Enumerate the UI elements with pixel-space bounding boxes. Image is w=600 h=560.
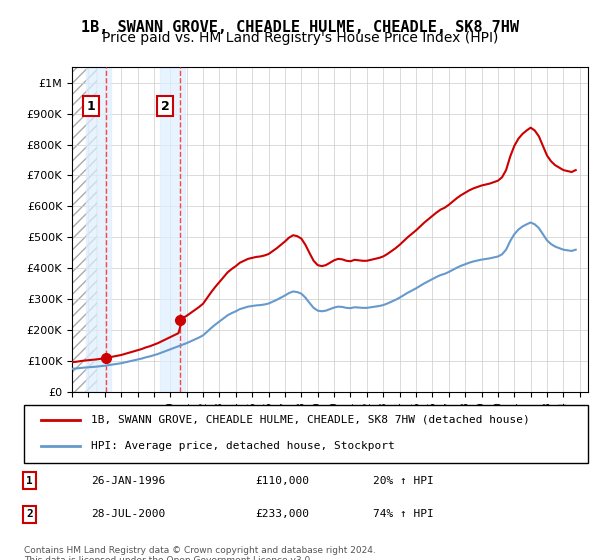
Text: 2: 2 [26, 509, 32, 519]
Bar [160, 67, 185, 392]
FancyBboxPatch shape [25, 405, 587, 463]
Text: 1: 1 [87, 100, 95, 113]
Bar [72, 67, 97, 392]
Text: 20% ↑ HPI: 20% ↑ HPI [373, 476, 434, 486]
Text: HPI: Average price, detached house, Stockport: HPI: Average price, detached house, Stoc… [91, 441, 394, 451]
Text: 1: 1 [26, 476, 32, 486]
Text: 1B, SWANN GROVE, CHEADLE HULME, CHEADLE, SK8 7HW: 1B, SWANN GROVE, CHEADLE HULME, CHEADLE,… [81, 20, 519, 35]
Bar [86, 67, 111, 392]
Text: £110,000: £110,000 [255, 476, 309, 486]
Text: 26-JAN-1996: 26-JAN-1996 [91, 476, 166, 486]
Text: £233,000: £233,000 [255, 509, 309, 519]
Text: Price paid vs. HM Land Registry's House Price Index (HPI): Price paid vs. HM Land Registry's House … [102, 31, 498, 45]
Text: 74% ↑ HPI: 74% ↑ HPI [373, 509, 434, 519]
Text: Contains HM Land Registry data © Crown copyright and database right 2024.
This d: Contains HM Land Registry data © Crown c… [24, 546, 376, 560]
Text: 2: 2 [161, 100, 169, 113]
Text: 28-JUL-2000: 28-JUL-2000 [91, 509, 166, 519]
Text: 1B, SWANN GROVE, CHEADLE HULME, CHEADLE, SK8 7HW (detached house): 1B, SWANN GROVE, CHEADLE HULME, CHEADLE,… [91, 415, 529, 425]
